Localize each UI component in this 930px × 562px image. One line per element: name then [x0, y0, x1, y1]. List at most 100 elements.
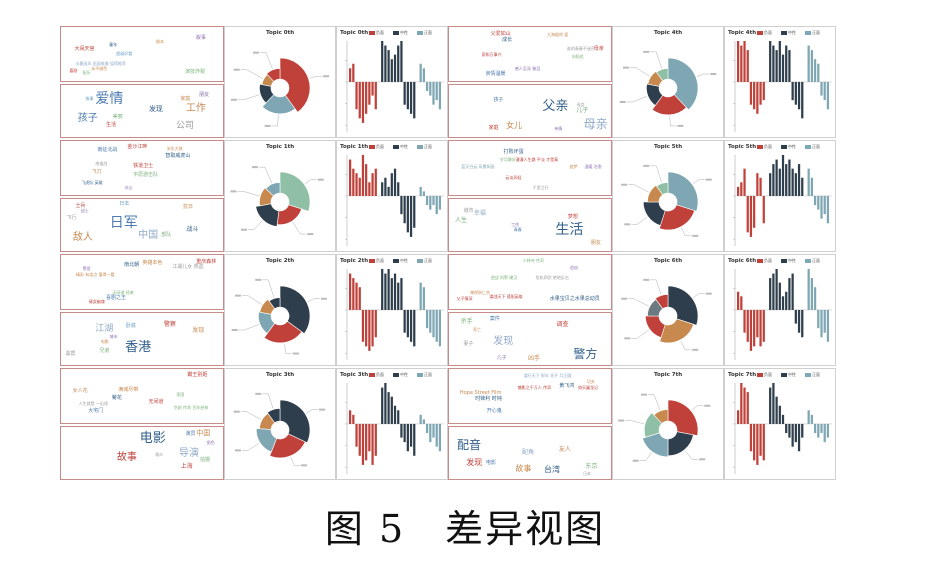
bar-mark: [778, 282, 781, 310]
rose-slice: [258, 311, 276, 334]
bar-mark: [387, 50, 390, 82]
legend-swatch: [417, 145, 423, 149]
bar-mark: [743, 168, 746, 196]
bar-mark: [807, 168, 810, 196]
rose-leader-line: [691, 405, 704, 411]
bar-mark: [826, 81, 830, 110]
rose-chart-title: Topic 6th: [654, 258, 683, 264]
rose-leader-line: [692, 293, 705, 298]
cloud-word: 剧本: [156, 39, 165, 45]
bar-mark: [374, 423, 377, 456]
rose-chart: [231, 278, 327, 355]
legend-label: 正面: [424, 30, 432, 35]
bar-mark: [753, 309, 756, 347]
bar-mark: [355, 282, 358, 310]
cloud-word: 案件: [489, 316, 500, 323]
rose-slice: [651, 94, 687, 116]
cloud-word: 士兵: [75, 203, 86, 210]
bar-mark: [355, 423, 358, 447]
cloud-word: 父爱如山: [490, 30, 511, 37]
bar-mark: [349, 410, 352, 424]
word-cloud-titles: 逆战 刑警 硬汉 水果宝贝之水果总动员 父子情深 神探狄仁杰 少林寺 传奇 危机四伏 绝地…: [448, 254, 612, 310]
rose-leader-line: [306, 409, 319, 414]
cloud-word: 青春: [513, 226, 522, 232]
rose-chart-panel: Topic 3th: [224, 368, 336, 480]
difference-view-figure: 演技炸裂 大闹天宫 叙事 超级好看 剧本 配乐 水墨画风 画面唯美 值得推荐 童年 喜剧 永不褪色…: [60, 26, 836, 482]
rose-slice: [653, 409, 669, 424]
rose-label-mark: [292, 352, 299, 355]
rose-leader-line: [237, 94, 260, 100]
bar-mark: [422, 191, 426, 196]
topic-panel: 无间道 经典 英雄本色 倩女幽魂 南北朝 喜剧之王 重庆森林 江湖儿女 热血 精彩 有笑点 值…: [60, 254, 448, 366]
bar-mark: [358, 423, 361, 456]
legend-label: 中性: [400, 258, 408, 263]
bar-mark: [390, 278, 393, 310]
bar-mark: [759, 81, 762, 105]
bar-mark: [746, 392, 749, 424]
cloud-word: 时锋利 时钝: [475, 396, 502, 403]
cloud-word: 倚天屠龙记: [578, 385, 599, 391]
rose-label-mark: [621, 297, 628, 300]
bar-mark: [769, 387, 772, 424]
rose-slice: [259, 187, 274, 207]
word-cloud-titles: 魅影之千万人 传奇 谍行天下 那年 花开 月正圆 开心鬼 时锋利 时钝 倚天屠龙记 黄飞鸿…: [448, 368, 612, 424]
legend-swatch: [805, 145, 811, 149]
rose-chart: [618, 393, 711, 462]
rose-leader-line: [238, 324, 260, 331]
bar-mark: [794, 173, 797, 196]
bar-mark: [781, 54, 785, 82]
legend-swatch: [393, 31, 399, 35]
rose-slice: [659, 318, 694, 344]
cloud-word: 京剧 传承 百年经典: [173, 405, 209, 411]
cloud-word: 大宅门: [88, 407, 104, 414]
bar-mark: [820, 423, 823, 434]
legend-swatch: [417, 373, 423, 377]
cloud-word: 台湾: [544, 465, 561, 475]
bar-mark: [813, 59, 817, 82]
cloud-word: 公司: [176, 121, 195, 132]
bar-mark: [406, 309, 409, 338]
cloud-word: 发现: [192, 327, 205, 335]
bar-mark: [393, 273, 397, 310]
rose-leader-line: [258, 166, 273, 184]
bar-mark: [365, 81, 368, 114]
bar-mark: [775, 50, 778, 82]
bar-mark: [807, 269, 810, 310]
rose-label-mark: [705, 292, 712, 295]
legend-swatch: [781, 373, 787, 377]
rose-label-mark: [643, 278, 650, 281]
cloud-word: 成长: [502, 36, 513, 43]
bar-mark: [384, 45, 387, 82]
bar-mark: [422, 419, 426, 424]
bar-mark: [772, 164, 775, 196]
cloud-word: 家庭: [488, 124, 499, 131]
cloud-word: 部队: [161, 232, 172, 239]
legend-label: 负面: [376, 30, 384, 35]
bar-mark: [801, 81, 804, 119]
rose-slice: [642, 432, 669, 458]
word-cloud-keywords: 父亲 母亲 女儿 儿子 家庭 孩子 母女 亲情: [448, 84, 612, 138]
rose-slice: [261, 94, 296, 115]
bar-mark: [772, 383, 775, 424]
bar-mark: [794, 81, 797, 105]
rose-slice: [266, 68, 281, 82]
bar-mark: [740, 383, 743, 424]
bar-mark: [349, 68, 352, 82]
rose-slice: [656, 68, 669, 82]
cloud-word: 大闹天宫: [74, 45, 95, 52]
cloud-word: 战士: [80, 208, 89, 214]
word-cloud-titles: 无间道 女人花 霸王别姬 菊花 满城尽带 家国 大宅门 人生就是 一出戏 京剧 传承 百年经典: [60, 368, 224, 424]
bar-mark: [826, 195, 830, 224]
bar-mark: [749, 195, 753, 237]
legend-label: 中性: [788, 144, 796, 149]
bar-mark: [791, 168, 794, 196]
cloud-word: 朋友: [590, 239, 601, 246]
rose-slice: [667, 399, 699, 436]
rose-slice: [259, 83, 275, 104]
bar-mark: [355, 81, 358, 110]
cloud-word: 重庆森林: [196, 258, 217, 265]
bar-mark: [759, 177, 762, 196]
bar-mark: [400, 423, 403, 438]
cloud-word: 友人: [558, 445, 571, 453]
cloud-word: Hope Street Film: [459, 389, 502, 396]
